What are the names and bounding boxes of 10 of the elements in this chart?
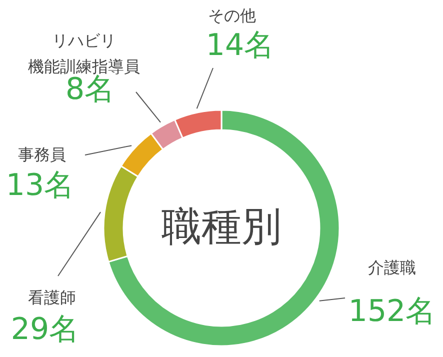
slice-label: リハビリ機能訓練指導員 <box>28 31 140 76</box>
slice-label: その他 <box>208 6 256 25</box>
slice-label: 事務員 <box>18 145 66 164</box>
text: 職種別 <box>162 204 282 250</box>
data-label: 13名 <box>6 168 74 203</box>
slice-label: 看護師 <box>28 288 76 307</box>
data-label: 14名 <box>206 28 274 63</box>
data-label: 152名 <box>348 294 436 329</box>
slice-label: 介護職 <box>368 258 416 277</box>
data-label: 29名 <box>10 312 80 347</box>
